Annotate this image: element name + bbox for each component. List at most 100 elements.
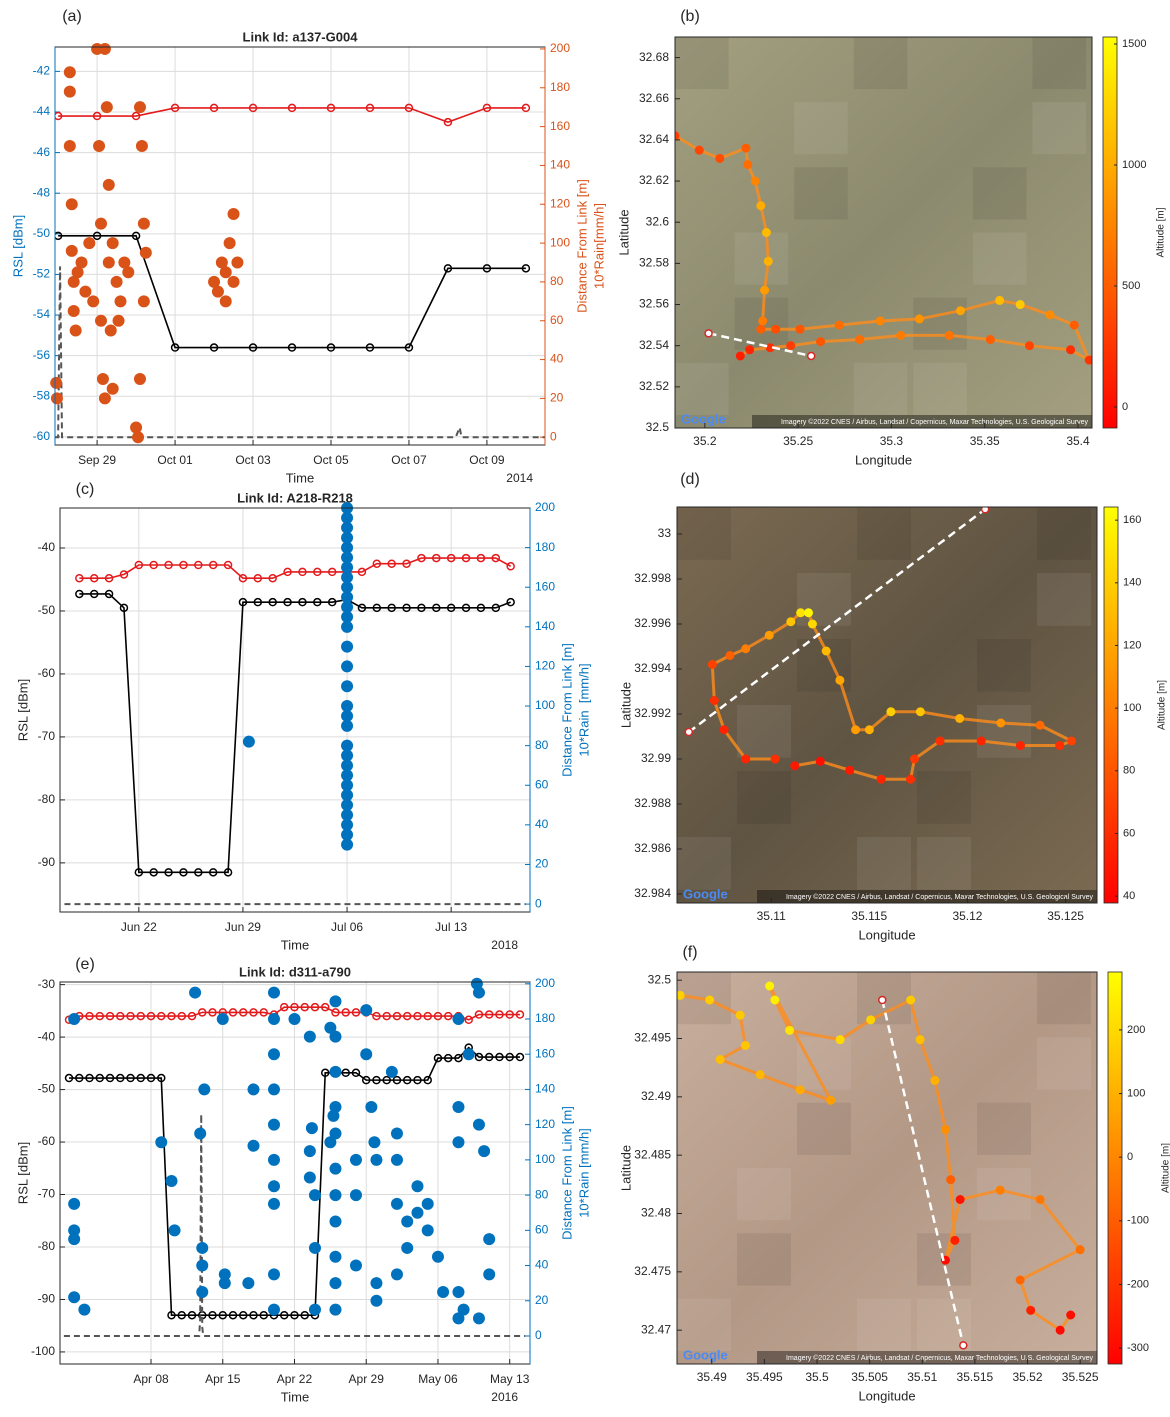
data-point: [391, 1127, 403, 1139]
trajectory-point: [1055, 741, 1064, 750]
y-axis-label: Latitude: [618, 1145, 633, 1191]
data-point: [368, 1136, 380, 1148]
colorbar-tick-label: 120: [1123, 639, 1141, 651]
data-point: [268, 987, 280, 999]
trajectory-point: [906, 775, 915, 784]
data-point: [329, 1066, 341, 1078]
chart-title: Link Id: A218-R218: [237, 490, 353, 505]
imagery-patch: [675, 363, 729, 415]
data-point: [189, 987, 201, 999]
trajectory-point: [1016, 1276, 1025, 1285]
trajectory-point: [808, 620, 817, 629]
x-axis-label: Longitude: [858, 927, 915, 942]
imagery-patch: [797, 1103, 851, 1155]
trajectory-point: [950, 1236, 959, 1245]
imagery-patch: [797, 573, 851, 626]
trajectory-point: [741, 755, 750, 764]
y-tick-label: -56: [33, 348, 51, 362]
data-point: [306, 1122, 318, 1134]
trajectory-point: [786, 617, 795, 626]
x-tick-label: 35.11: [757, 909, 786, 923]
colorbar: [1103, 37, 1117, 428]
data-point: [103, 179, 115, 191]
imagery-patch: [977, 639, 1031, 692]
x-tick-label: Apr 22: [277, 1372, 313, 1386]
y-tick-label: -60: [38, 666, 56, 680]
trajectory-point: [835, 676, 844, 685]
y2-tick-label: 140: [535, 619, 555, 633]
y-tick-label: -58: [33, 388, 51, 402]
trajectory-point: [708, 660, 717, 669]
panel-label: (c): [76, 481, 95, 498]
trajectory-point: [877, 775, 886, 784]
figure: -60-58-56-54-52-50-48-46-44-420204060801…: [0, 0, 1170, 1417]
trajectory-point: [816, 757, 825, 766]
data-point: [288, 1013, 300, 1025]
y2-tick-label: 0: [535, 896, 542, 910]
y-tick-label: -70: [38, 1187, 56, 1201]
data-point: [411, 1207, 423, 1219]
x-tick-label: 35.3: [880, 434, 904, 448]
y-tick-label: 32.998: [634, 571, 671, 585]
y2-axis-label: Distance From Link [m]: [574, 179, 589, 313]
data-point: [350, 1154, 362, 1166]
data-point: [64, 86, 76, 98]
y-tick-label: 32.5: [648, 972, 672, 986]
y2-tick-label: 40: [535, 817, 549, 831]
x-tick-label: 35.35: [970, 434, 1000, 448]
data-point: [329, 1127, 341, 1139]
trajectory-point: [765, 631, 774, 640]
y2-tick-label: 20: [535, 1293, 549, 1307]
data-point: [113, 315, 125, 327]
trajectory-point: [1026, 1306, 1035, 1315]
y2-axis-label: 10*Rain [mm/h]: [576, 1128, 591, 1218]
data-point: [66, 245, 78, 257]
data-point: [196, 1260, 208, 1272]
y-axis-label: RSL [dBm]: [10, 215, 25, 277]
data-point: [166, 1175, 178, 1187]
imagery-patch: [677, 1299, 731, 1351]
data-point: [83, 237, 95, 249]
y-tick-label: -50: [38, 603, 56, 617]
y2-tick-label: 0: [535, 1328, 542, 1342]
data-point: [304, 1145, 316, 1157]
data-point: [432, 1251, 444, 1263]
data-point: [483, 1233, 495, 1245]
link-end: [879, 997, 886, 1004]
y2-tick-label: 120: [535, 1117, 555, 1131]
trajectory-point: [816, 337, 825, 346]
trajectory-point: [910, 755, 919, 764]
data-point: [268, 1013, 280, 1025]
y-tick-label: 32.495: [634, 1031, 671, 1045]
y-tick-label: 32.64: [639, 132, 669, 146]
trajectory-point: [855, 335, 864, 344]
colorbar-label: Altitude [m]: [1157, 680, 1168, 730]
trajectory-point: [851, 725, 860, 734]
trajectory-point: [751, 177, 760, 186]
x-tick-label: Apr 29: [349, 1372, 385, 1386]
trajectory-point: [865, 725, 874, 734]
data-point: [422, 1198, 434, 1210]
x-axis-label: Time: [281, 1389, 309, 1404]
data-point: [76, 257, 88, 269]
data-point: [473, 1312, 485, 1324]
map-logo: Google: [681, 411, 726, 426]
data-point: [341, 660, 353, 672]
data-point: [138, 218, 150, 230]
data-point: [309, 1304, 321, 1316]
data-point: [224, 237, 236, 249]
imagery-patch: [917, 837, 971, 890]
data-point: [391, 1198, 403, 1210]
colorbar-tick-label: 500: [1122, 280, 1140, 292]
data-point: [169, 1224, 181, 1236]
x-tick-label: Apr 08: [133, 1372, 169, 1386]
y2-axis-label: Distance From Link [m]: [559, 643, 574, 777]
panel-label: (b): [680, 8, 700, 25]
data-point: [103, 257, 115, 269]
data-point: [329, 995, 341, 1007]
y-tick-label: -80: [38, 1239, 56, 1253]
trajectory-point: [996, 1186, 1005, 1195]
y2-tick-label: 60: [535, 1222, 549, 1236]
data-point: [473, 1119, 485, 1131]
colorbar-tick-label: 100: [1123, 702, 1141, 714]
